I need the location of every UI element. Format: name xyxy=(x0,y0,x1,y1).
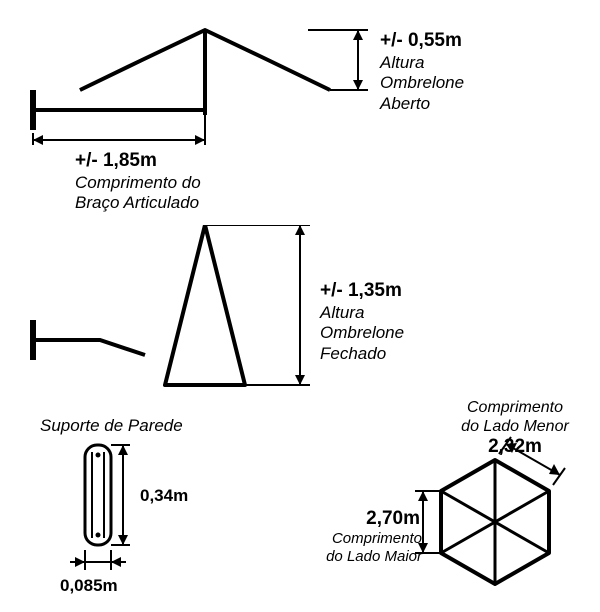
support-width: 0,085m xyxy=(60,576,118,595)
umbrella-open-desc2: Ombrelone xyxy=(380,73,464,93)
arm-measure: +/- 1,85m xyxy=(75,150,201,173)
umbrella-closed-measure: +/- 1,35m xyxy=(320,280,404,303)
umbrella-open-desc3: Aberto xyxy=(380,94,464,114)
umbrella-open-diagram xyxy=(30,15,370,145)
hexagon-diagram xyxy=(395,432,595,612)
support-diagram xyxy=(55,440,225,590)
support-height: 0,34m xyxy=(140,486,188,505)
arm-desc2: Braço Articulado xyxy=(75,193,201,213)
umbrella-closed-desc1: Altura xyxy=(320,303,404,323)
support-height-label: 0,34m xyxy=(140,485,188,507)
hex-long-label: Comprimento do Lado Maior xyxy=(307,530,422,566)
umbrella-closed-label: +/- 1,35m Altura Ombrelone Fechado xyxy=(320,280,404,364)
umbrella-closed-diagram xyxy=(30,225,350,395)
umbrella-open-measure: +/- 0,55m xyxy=(380,30,464,53)
support-title: Suporte de Parede xyxy=(40,416,183,435)
hex-long-value-label: 2,70m xyxy=(350,508,420,531)
umbrella-closed-desc2: Ombrelone xyxy=(320,323,404,343)
hex-long-value: 2,70m xyxy=(366,508,420,529)
arm-label: +/- 1,85m Comprimento do Braço Articulad… xyxy=(75,150,201,214)
umbrella-open-label: +/- 0,55m Altura Ombrelone Aberto xyxy=(380,30,464,114)
umbrella-closed-desc3: Fechado xyxy=(320,344,404,364)
umbrella-open-desc1: Altura xyxy=(380,53,464,73)
support-title-label: Suporte de Parede xyxy=(40,415,183,437)
hex-long-label1: Comprimento xyxy=(307,530,422,548)
hex-short-label1: Comprimento xyxy=(440,398,590,417)
arm-desc1: Comprimento do xyxy=(75,173,201,193)
support-width-label: 0,085m xyxy=(60,575,118,597)
hex-long-label2: do Lado Maior xyxy=(307,548,422,566)
